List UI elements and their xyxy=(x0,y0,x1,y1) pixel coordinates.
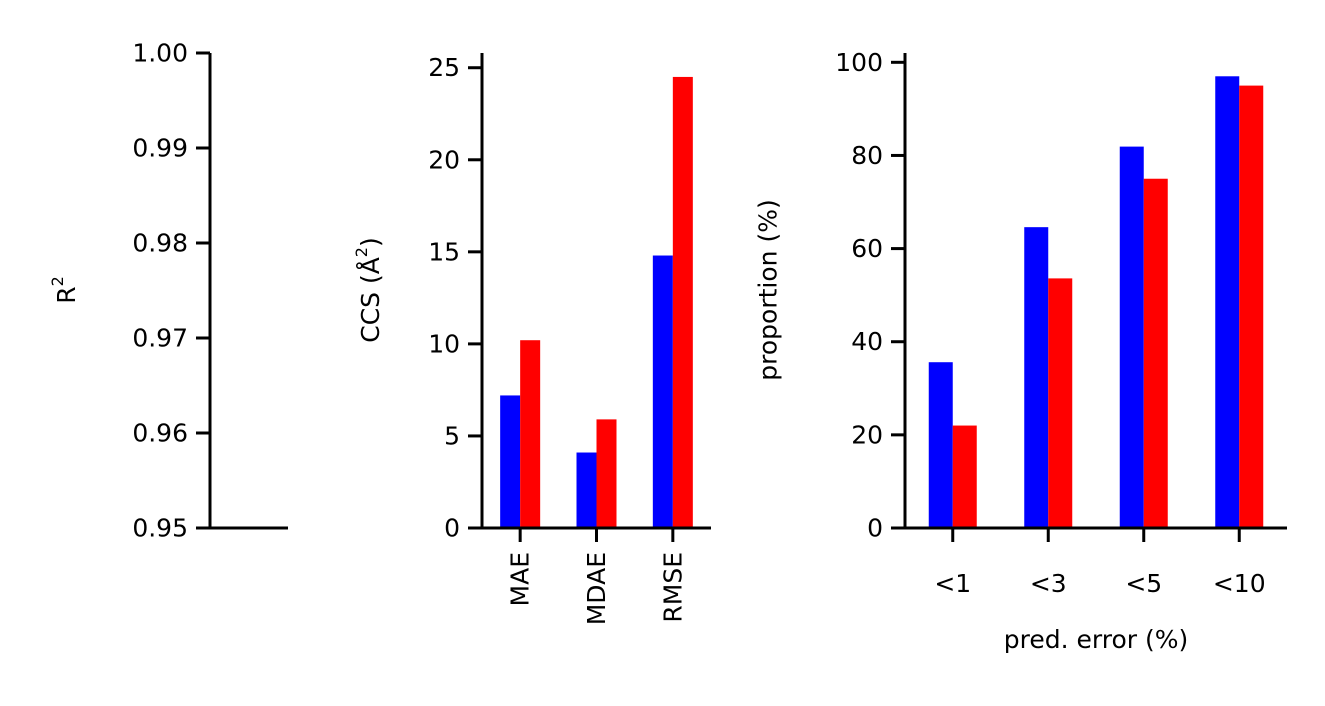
r2-panel: R2 0.95 0.96 0.97 0.98 0.99 1.00 xyxy=(48,39,288,543)
ccs-xtick-label-1: MDAE xyxy=(582,552,611,625)
ccs-ytick-label-3: 15 xyxy=(428,237,460,266)
ccs-ylabel: CCS (Å2) xyxy=(352,237,385,343)
proportion-bar-2-series-0 xyxy=(1119,146,1144,528)
proportion-ytick-label-5: 100 xyxy=(835,48,883,77)
proportion-ytick-label-2: 40 xyxy=(851,327,883,356)
ccs-metrics-panel: CCS (Å2) MAE MDAE RMSE 0 5 10 15 20 25 xyxy=(352,53,711,625)
r2-ytick-label-3: 0.98 xyxy=(132,229,188,258)
r2-ytick-label-0: 0.95 xyxy=(132,514,188,543)
proportion-xtick-label-2: <5 xyxy=(1125,569,1162,598)
ccs-ytick-label-0: 0 xyxy=(444,514,460,543)
ccs-xtick-label-2: RMSE xyxy=(658,552,687,623)
proportion-ytick-label-0: 0 xyxy=(867,514,883,543)
ccs-ylabel-base: CCS (Å xyxy=(356,257,385,343)
proportion-bar-3-series-0 xyxy=(1215,76,1240,529)
proportion-xtick-label-0: <1 xyxy=(934,569,971,598)
proportion-panel: proportion (%) pred. error (%) <1 <3 <5 <10… xyxy=(754,48,1287,654)
proportion-bar-2-series-1 xyxy=(1143,178,1168,528)
r2-ytick-label-5: 1.00 xyxy=(132,39,188,68)
proportion-bar-0-series-0 xyxy=(928,362,953,528)
ccs-bar-2-series-0 xyxy=(652,255,673,528)
ccs-bar-1-series-1 xyxy=(596,419,617,528)
r2-ytick-label-2: 0.97 xyxy=(132,324,188,353)
ccs-bar-0-series-1 xyxy=(520,340,541,528)
ccs-bar-2-series-1 xyxy=(672,76,693,528)
ccs-ylabel-sup: 2 xyxy=(352,247,371,257)
ccs-ylabel-end: ) xyxy=(356,237,385,247)
proportion-bar-0-series-1 xyxy=(952,425,977,528)
proportion-ylabel: proportion (%) xyxy=(754,199,783,380)
proportion-xtick-label-1: <3 xyxy=(1030,569,1067,598)
proportion-bar-3-series-1 xyxy=(1239,85,1264,529)
proportion-ytick-label-4: 80 xyxy=(851,141,883,170)
r2-ytick-label-1: 0.96 xyxy=(132,419,188,448)
r2-ylabel: R2 xyxy=(48,276,81,304)
ccs-xtick-label-0: MAE xyxy=(506,552,535,606)
proportion-ytick-label-3: 60 xyxy=(851,234,883,263)
proportion-ytick-label-1: 20 xyxy=(851,420,883,449)
ccs-bar-1-series-0 xyxy=(576,452,597,528)
proportion-xlabel: pred. error (%) xyxy=(1004,625,1188,654)
ccs-ytick-label-1: 5 xyxy=(444,421,460,450)
ccs-ytick-label-5: 25 xyxy=(428,53,460,82)
proportion-xtick-label-3: <10 xyxy=(1213,569,1266,598)
proportion-bar-1-series-0 xyxy=(1024,227,1049,528)
ccs-ytick-label-4: 20 xyxy=(428,145,460,174)
r2-ytick-label-4: 0.99 xyxy=(132,134,188,163)
proportion-bar-1-series-1 xyxy=(1048,278,1073,528)
ccs-ytick-label-2: 10 xyxy=(428,329,460,358)
r2-ylabel-base: R xyxy=(52,286,81,303)
r2-ylabel-sup: 2 xyxy=(48,276,67,286)
ccs-bar-0-series-0 xyxy=(500,395,521,528)
